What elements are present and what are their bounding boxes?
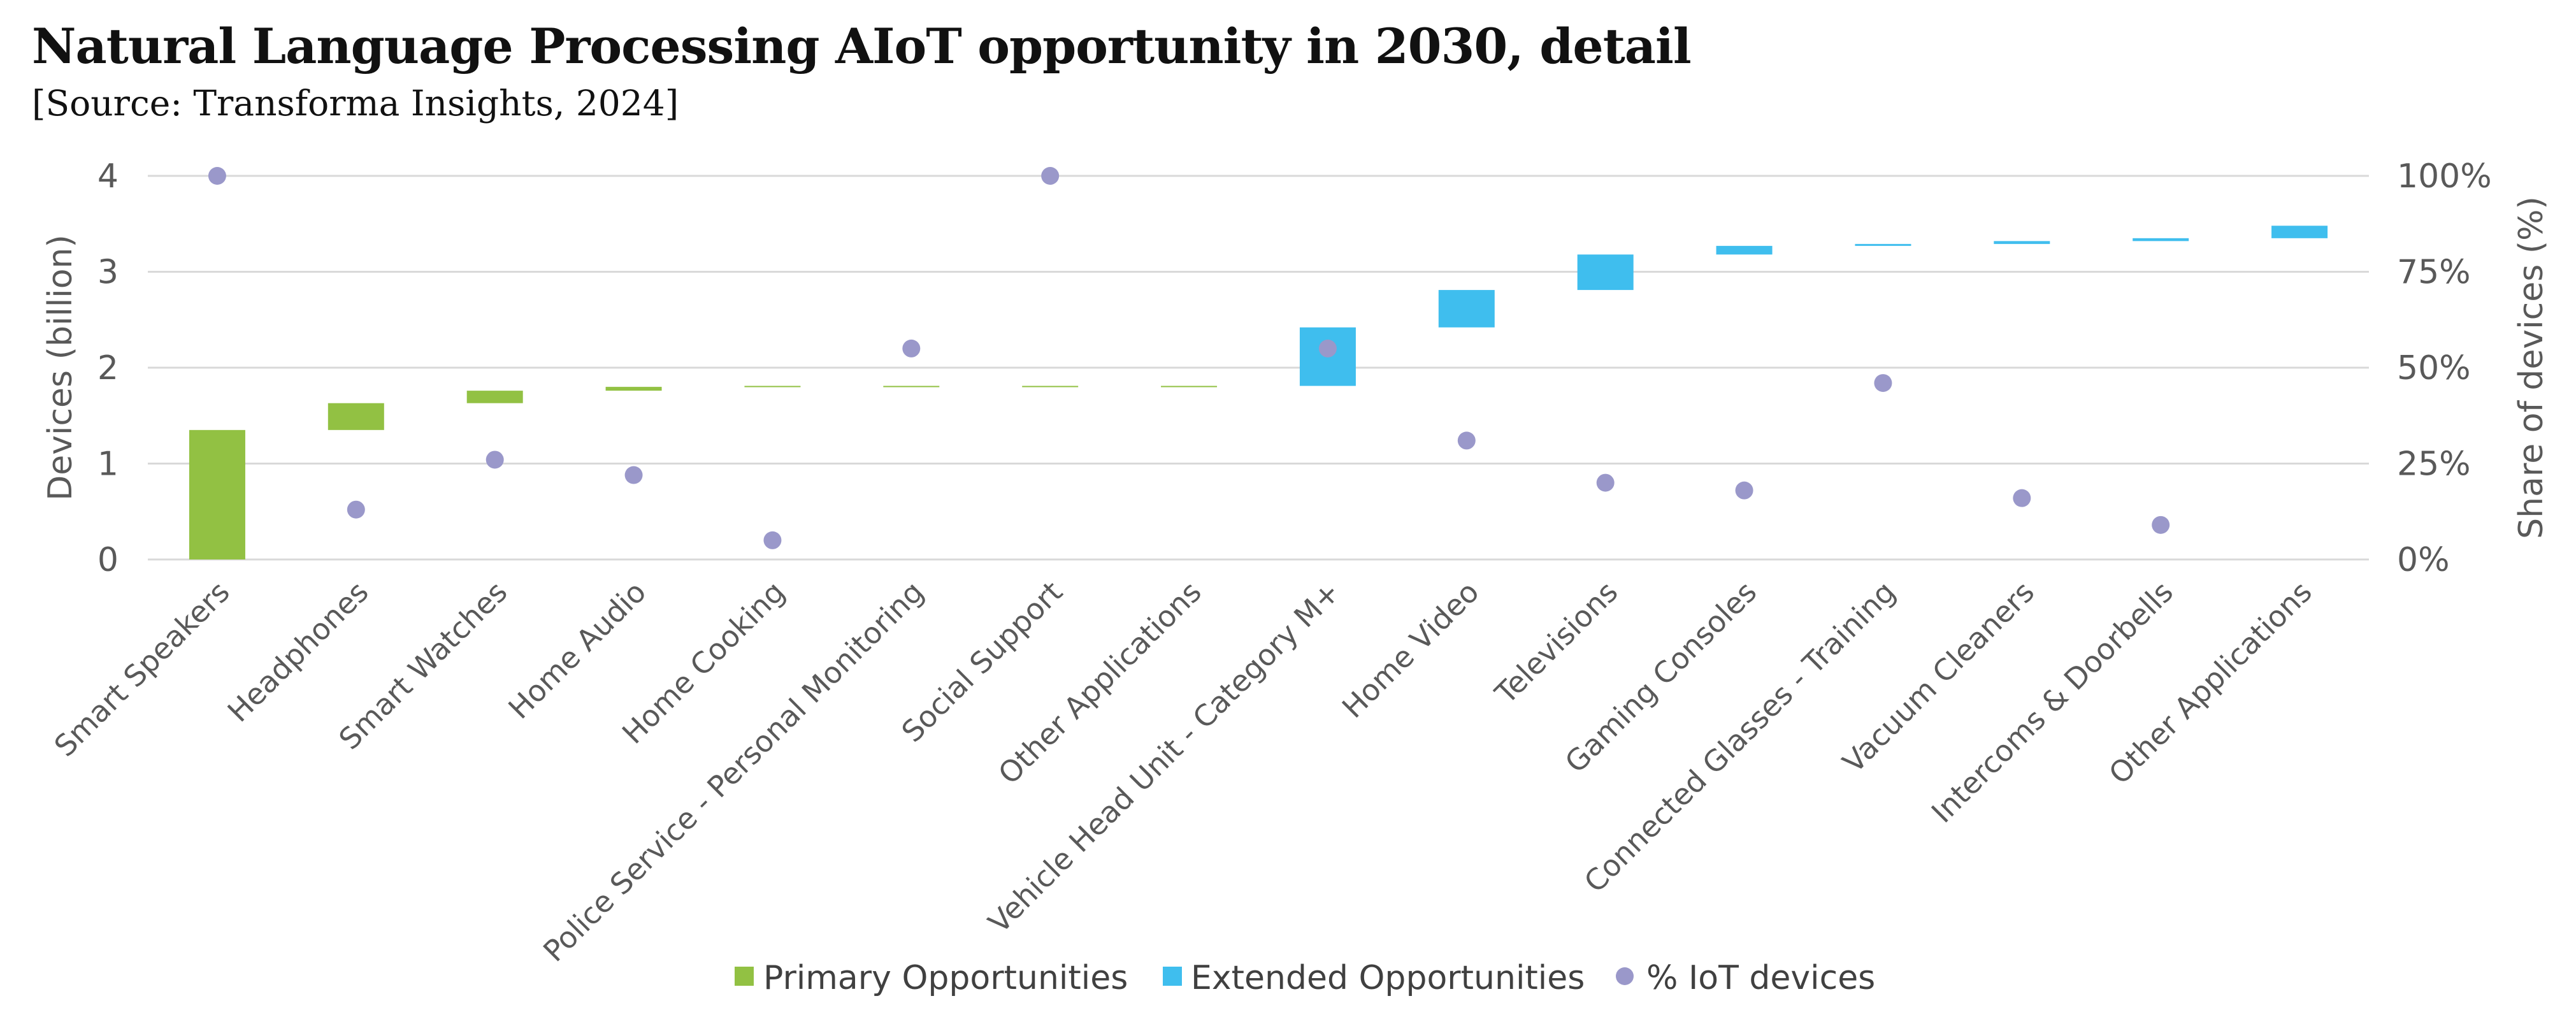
bar-0	[189, 429, 245, 559]
gridlines	[148, 175, 2369, 561]
dot-9	[1457, 431, 1476, 450]
y-tick-label: 3	[97, 254, 119, 292]
bar-4	[744, 386, 801, 387]
bar-5	[883, 386, 940, 387]
dot-8	[1318, 339, 1337, 357]
bar-6	[1022, 386, 1079, 387]
dot-2	[486, 451, 504, 469]
category-label: Televisions	[1488, 575, 1624, 711]
legend-swatch-dots	[1616, 967, 1634, 985]
y-axis-ticks: 0 1 2 3 4	[97, 157, 119, 579]
y-tick-label: 4	[97, 157, 119, 196]
category-label: Home Video	[1335, 575, 1486, 725]
legend-label-dots: % IoT devices	[1646, 959, 1875, 997]
y-axis-title: Devices (billion)	[41, 234, 80, 501]
bar-9	[1438, 290, 1495, 328]
dot-13	[2013, 489, 2031, 507]
y2-tick-label: 75%	[2397, 254, 2471, 292]
y-tick-label: 1	[97, 445, 119, 484]
y2-tick-label: 100%	[2397, 157, 2492, 196]
dot-11	[1735, 481, 1753, 500]
y-tick-label: 0	[97, 541, 119, 579]
bar-7	[1161, 386, 1218, 387]
category-label: Headphones	[221, 575, 375, 729]
bar-14	[2133, 238, 2189, 242]
category-label: Smart Speakers	[48, 575, 236, 763]
bar-13	[1994, 241, 2050, 244]
y2-axis-title: Share of devices (%)	[2512, 196, 2551, 539]
legend: Primary Opportunities Extended Opportuni…	[735, 959, 1875, 997]
dot-5	[902, 339, 921, 357]
bar-10	[1577, 254, 1634, 291]
y-tick-label: 2	[97, 349, 119, 387]
dot-3	[624, 466, 643, 484]
dot-12	[1874, 374, 1892, 393]
category-label: Intercoms & Doorbells	[1925, 575, 2180, 830]
legend-swatch-extended	[1163, 967, 1182, 986]
dot-6	[1041, 167, 1060, 185]
legend-label-extended: Extended Opportunities	[1191, 959, 1585, 997]
bar-3	[605, 387, 662, 391]
y2-tick-label: 25%	[2397, 445, 2471, 484]
bar-15	[2271, 226, 2328, 238]
bar-11	[1716, 245, 1773, 255]
dot-4	[763, 531, 782, 549]
dot-14	[2152, 516, 2170, 534]
y2-axis-ticks: 0% 25% 50% 75% 100%	[2397, 157, 2492, 579]
bar-2	[466, 391, 523, 403]
dot-10	[1596, 473, 1615, 492]
y2-tick-label: 0%	[2397, 541, 2450, 579]
category-label: Home Audio	[501, 575, 652, 726]
pct-iot-dots	[208, 167, 2170, 549]
y2-tick-label: 50%	[2397, 349, 2471, 387]
chart-title: Natural Language Processing AIoT opportu…	[32, 18, 1692, 75]
dot-0	[208, 167, 226, 185]
bar-1	[327, 403, 384, 430]
chart-subtitle: [Source: Transforma Insights, 2024]	[32, 83, 679, 124]
legend-swatch-primary	[735, 967, 754, 986]
bars	[189, 226, 2328, 559]
dot-1	[347, 500, 365, 519]
legend-label-primary: Primary Opportunities	[763, 959, 1128, 997]
bar-12	[1855, 243, 1911, 246]
